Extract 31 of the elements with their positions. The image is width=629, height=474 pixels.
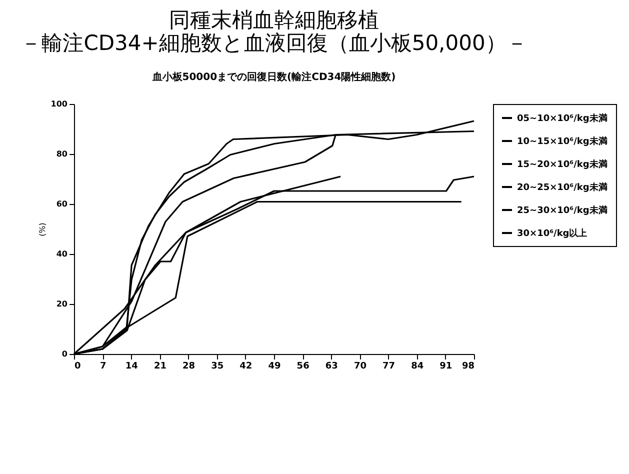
x-tick-label: 7 xyxy=(100,362,106,372)
x-tick-label: 49 xyxy=(268,362,281,372)
x-tick-label: 91 xyxy=(440,362,452,372)
y-axis-title: (%) xyxy=(38,222,47,236)
chart-subtitle: －輸注CD34+細胞数と血液回復（血小板50,000）－ xyxy=(20,31,528,55)
x-tick-label: 98 xyxy=(462,362,474,372)
y-tick-label: 40 xyxy=(56,250,68,258)
legend-label: 20~25×10⁶/kg未満 xyxy=(517,182,608,193)
x-tick-label: 63 xyxy=(325,362,338,372)
legend-label: 30×10⁶/kg以上 xyxy=(517,228,588,239)
chart-title: 同種末梢血幹細胞移植 xyxy=(169,8,379,32)
x-tick-label: 28 xyxy=(182,362,196,372)
x-tick-label: 0 xyxy=(74,362,81,372)
legend-label: 25~30×10⁶/kg未満 xyxy=(517,205,608,216)
x-tick-label: 77 xyxy=(382,362,396,372)
legend-label: 15~20×10⁶/kg未満 xyxy=(517,159,608,170)
text: 血小板50000までの回復日数(輸注CD34陽性細胞数) xyxy=(151,71,396,83)
y-tick-label: 80 xyxy=(56,150,68,158)
x-tick-label: 21 xyxy=(154,362,166,372)
x-tick-label: 70 xyxy=(354,362,366,372)
x-tick-label: 14 xyxy=(125,362,138,372)
y-tick-label: 60 xyxy=(56,200,68,208)
y-tick-label: 100 xyxy=(50,100,68,108)
y-tick-label: 0 xyxy=(62,350,68,358)
legend-label: 10~15×10⁶/kg未満 xyxy=(517,136,608,147)
x-tick-label: 84 xyxy=(411,362,424,372)
x-tick-label: 42 xyxy=(240,362,252,372)
x-tick-label: 35 xyxy=(211,362,224,372)
legend-label: 05~10×10⁶/kg未満 xyxy=(517,113,608,124)
x-tick-label: 56 xyxy=(296,362,310,372)
y-tick-label: 20 xyxy=(56,300,68,308)
